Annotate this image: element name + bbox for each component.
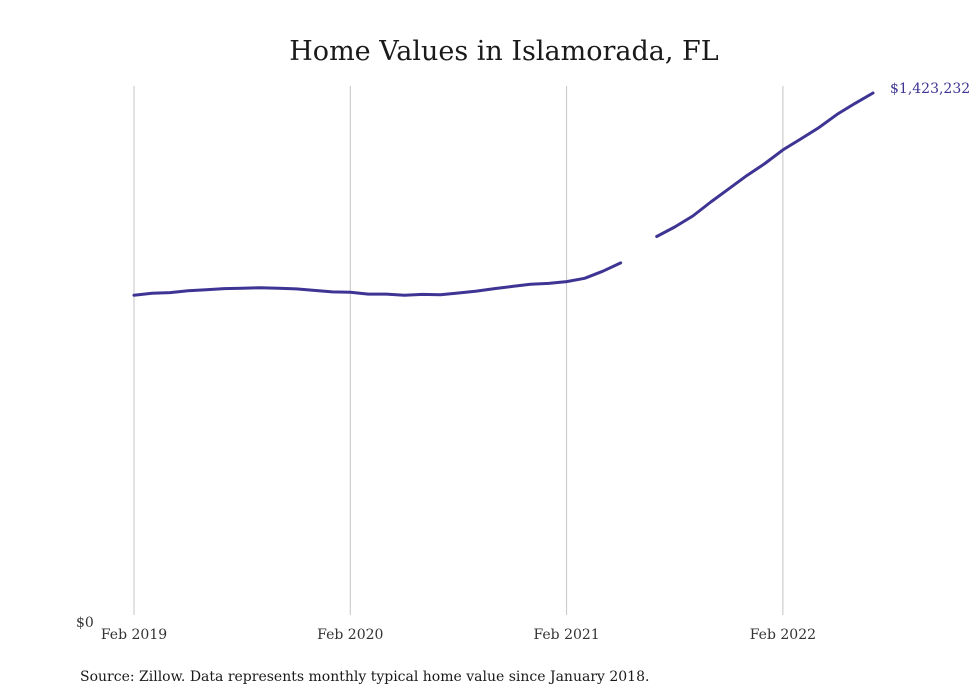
- x-tick-label-2: Feb 2021: [533, 627, 599, 643]
- series-line-segment-0: [132, 261, 623, 297]
- series-line-segment-1: [655, 91, 875, 238]
- x-tick-label-3: Feb 2022: [750, 627, 816, 643]
- source-note: Source: Zillow. Data represents monthly …: [80, 669, 649, 685]
- data-series: [132, 91, 875, 297]
- x-axis-ticks: Feb 2019 Feb 2020 Feb 2021 Feb 2022: [101, 627, 816, 643]
- chart-title: Home Values in Islamorada, FL: [289, 36, 719, 67]
- x-tick-label-1: Feb 2020: [317, 627, 383, 643]
- end-value-label: $1,423,232: [890, 81, 970, 97]
- x-tick-label-0: Feb 2019: [101, 627, 167, 643]
- grid-lines: [133, 86, 784, 615]
- y-axis-min-label: $0: [76, 615, 94, 631]
